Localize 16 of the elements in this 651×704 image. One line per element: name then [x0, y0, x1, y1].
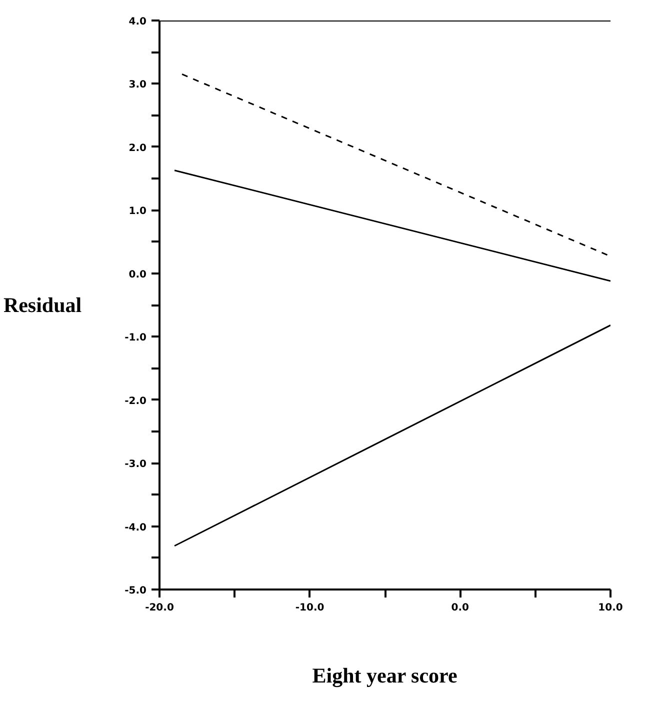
y-tick-label: 4.0	[128, 16, 147, 28]
x-tick-label: -20.0	[145, 602, 174, 614]
y-tick-label: -3.0	[124, 459, 147, 470]
y-tick-label: -2.0	[124, 396, 147, 407]
y-tick-label: 3.0	[128, 80, 147, 91]
x-tick-label: 10.0	[598, 602, 623, 614]
y-tick-label: 1.0	[128, 206, 147, 218]
y-tick-label: -4.0	[124, 522, 147, 534]
x-tick-label: 0.0	[451, 602, 470, 614]
x-axis-title: Eight year score	[312, 664, 458, 688]
y-tick-label: 0.0	[128, 269, 147, 280]
y-axis-title: Residual	[3, 293, 82, 317]
y-tick-label: 2.0	[128, 142, 147, 154]
y-tick-label: -1.0	[124, 332, 147, 344]
x-tick-label: -10.0	[295, 602, 324, 614]
y-tick-label: -5.0	[124, 586, 147, 596]
